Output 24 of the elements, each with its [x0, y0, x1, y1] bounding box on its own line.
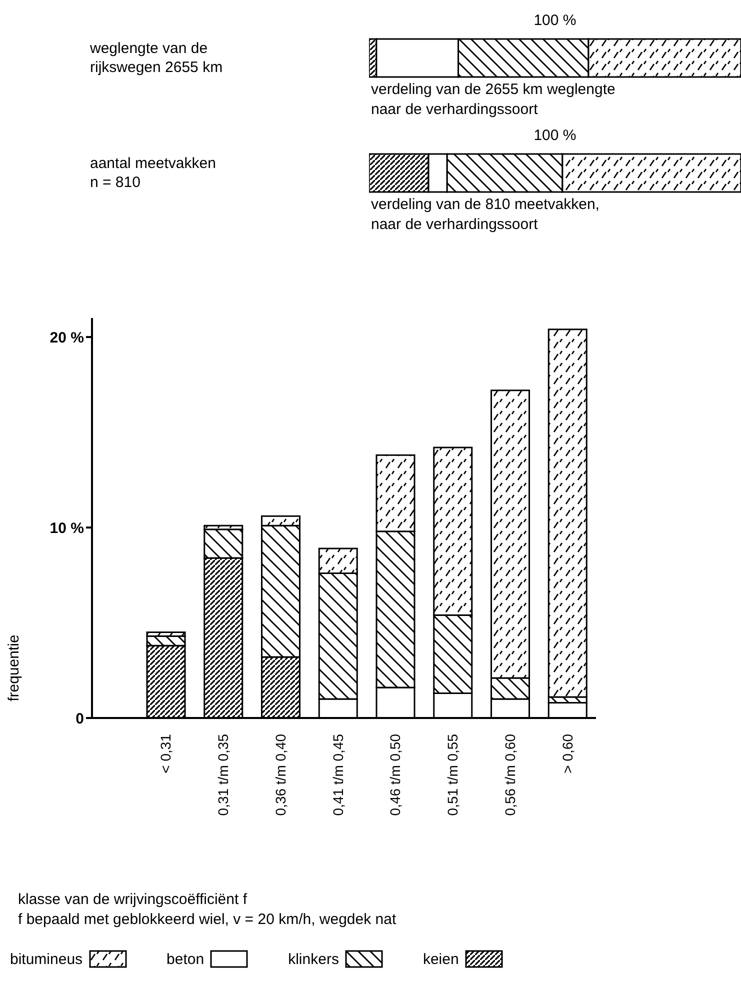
legend-label: klinkers	[288, 950, 339, 968]
y-axis-title: frequentie	[5, 634, 22, 702]
y-tick-label: aantal meetvakken n = 810	[90, 155, 216, 191]
y-tick-label: 0	[76, 710, 84, 728]
x-tick-label: > 0,60	[559, 734, 576, 774]
annotation: verdeling van de 2655 km weglengte naar de verhardingssoort	[371, 80, 616, 120]
x-tick-label: 0,36 t/m 0,40	[272, 734, 288, 816]
legend-label: bitumineus	[10, 950, 83, 968]
annotation: 100 %	[532, 12, 578, 28]
x-tick-label: 0,31 t/m 0,35	[215, 734, 232, 816]
legend-label: keien	[422, 950, 459, 968]
x-tick-label: 0,51 t/m 0,55	[444, 734, 461, 816]
y-tick-label: weglengte van de rijkswegen 2655 km	[89, 40, 223, 76]
x-tick-label: 0,41 t/m 0,45	[330, 734, 346, 816]
x-tick-label: < 0,31	[158, 734, 174, 774]
annotation: verdeling van de 810 meetvakken, naar de verhardingssoort	[371, 194, 600, 234]
text: f bepaald met geblokkeerd wiel, v = 20 km/h, wegdek nat	[18, 910, 396, 930]
x-tick-label: 0,46 t/m 0,50	[387, 734, 404, 816]
annotation: 100 %	[532, 126, 578, 144]
y-tick-label: 20 %	[50, 329, 84, 346]
x-axis-title: klasse van de wrijvingscoëfficiënt f	[18, 890, 248, 910]
legend-label: beton	[166, 950, 204, 968]
x-tick-label: 0,56 t/m 0,60	[502, 734, 518, 816]
y-tick-label: 10 %	[50, 520, 84, 537]
